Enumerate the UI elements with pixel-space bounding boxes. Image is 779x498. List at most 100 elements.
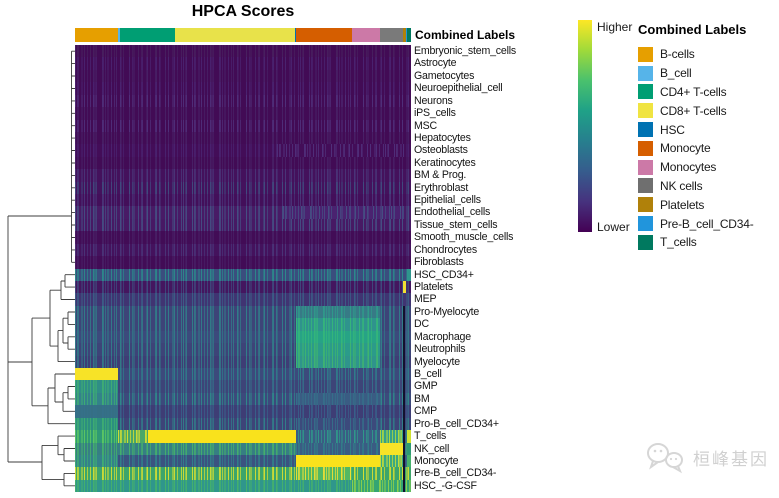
heatmap-row [75,194,411,207]
column-annotation-title: Combined Labels [415,28,516,42]
legend-label: NK cells [660,178,703,193]
heatmap-cell-segment [296,343,381,356]
row-label: Pro-Myelocyte [414,305,480,318]
heatmap-cell-segment [351,479,411,493]
row-label: iPS_cells [414,107,456,120]
annotation-segment [295,28,297,42]
heatmap-cell-segment [75,430,118,443]
heatmap-row [75,94,411,108]
heatmap-row [75,380,411,393]
annotation-segment [351,28,381,42]
heatmap-cell-segment [296,305,381,319]
heatmap-cell-segment [75,218,411,232]
row-label: Chondrocytes [414,243,477,256]
heatmap-cell-segment [75,467,411,480]
legend-swatch [638,65,653,81]
heatmap-cell-segment [147,430,297,443]
heatmap-cell-segment [75,380,118,393]
heatmap-row [75,57,411,70]
row-label: Astrocyte [414,57,457,70]
dendrogram-top-cluster [71,50,75,263]
heatmap-cell-segment [75,107,411,120]
legend-item: B_cell [638,64,778,83]
heatmap-cell-segment [406,268,411,282]
legend-label: Monocytes [660,160,717,175]
heatmap-cell-segment [296,355,381,368]
heatmap-cell-segment [75,392,118,406]
heatmap-cell-segment [403,454,406,468]
heatmap-cell-segment [75,131,411,145]
heatmap-row [75,343,411,356]
row-label: Endothelial_cells [414,206,491,219]
legend-title: Combined Labels [638,22,747,37]
legend-swatch [638,197,653,213]
row-label: Keratinocytes [414,156,476,169]
heatmap-cell-segment [75,367,411,381]
heatmap-row [75,442,411,455]
heatmap-cell-segment [403,343,406,356]
heatmap-cell-segment [402,281,406,294]
legend-label: HSC [660,122,685,137]
heatmap-cell-segment [75,156,411,170]
row-label: Pro-B_cell_CD34+ [414,417,499,430]
row-label: T_cells [414,430,447,443]
row-label: MEP [414,293,437,306]
heatmap-cell-segment [276,144,405,157]
heatmap-cell-segment [75,367,118,381]
heatmap-row [75,479,411,493]
heatmap-cell-segment [403,479,406,493]
heatmap-row [75,243,411,257]
annotation-segment [380,28,403,42]
heatmap-cell-segment [118,430,148,443]
heatmap-cell-segment [75,380,411,393]
legend-item: Pre-B_cell_CD34- [638,214,778,233]
row-label: GMP [414,380,438,393]
heatmap-cell-segment [403,380,406,393]
row-label: Macrophage [414,330,471,343]
annotation-segment [406,28,411,42]
heatmap-row [75,281,411,294]
row-label: Embryonic_stem_cells [414,45,516,57]
heatmap-row [75,367,411,381]
annotation-segment [118,28,120,42]
legend-item: NK cells [638,177,778,196]
heatmap-row [75,330,411,344]
row-label: Erythroblast [414,181,469,194]
heatmap-cell-segment [75,293,411,306]
heatmap-cell-segment [406,454,411,468]
combined-labels-legend: Combined Labels B-cells B_cell CD4+ T-cell… [638,22,778,252]
watermark-text: 桓峰基因 [693,449,769,469]
heatmap-row [75,69,411,83]
heatmap-cell-segment [406,430,411,443]
heatmap-cell-segment [403,467,406,480]
heatmap-row [75,156,411,170]
annotation-segment [296,28,352,42]
heatmap-cell-segment [75,181,411,195]
heatmap-cell-segment [406,442,411,455]
heatmap-rows [75,45,411,493]
legend-label: Platelets [660,197,705,212]
annotation-segment [175,28,296,42]
column-annotation-bar [75,28,411,42]
heatmap-cell-segment [380,442,403,455]
legend-label: CD8+ T-cells [660,103,727,118]
row-label: Osteoblasts [414,144,468,157]
heatmap-cell-segment [75,57,411,70]
heatmap-cell-segment [75,479,411,493]
heatmap-row [75,107,411,120]
heatmap-row [75,169,411,182]
heatmap-cell-segment [403,318,406,331]
colorbar-higher-label: Higher [597,20,633,34]
heatmap-row [75,119,411,132]
legend-swatch [638,84,653,100]
annotation-segment [402,28,406,42]
heatmap-row [75,417,411,431]
row-label: Pre-B_cell_CD34- [414,467,497,480]
heatmap-cell-segment [75,94,411,108]
heatmap-cell-segment [296,454,381,468]
row-label: HSC_-G-CSF [414,479,477,492]
heatmap-cell-segment [296,330,381,344]
legend-item: B-cells [638,45,778,64]
heatmap-cell-segment [75,82,411,95]
heatmap-cell-segment [75,69,411,83]
